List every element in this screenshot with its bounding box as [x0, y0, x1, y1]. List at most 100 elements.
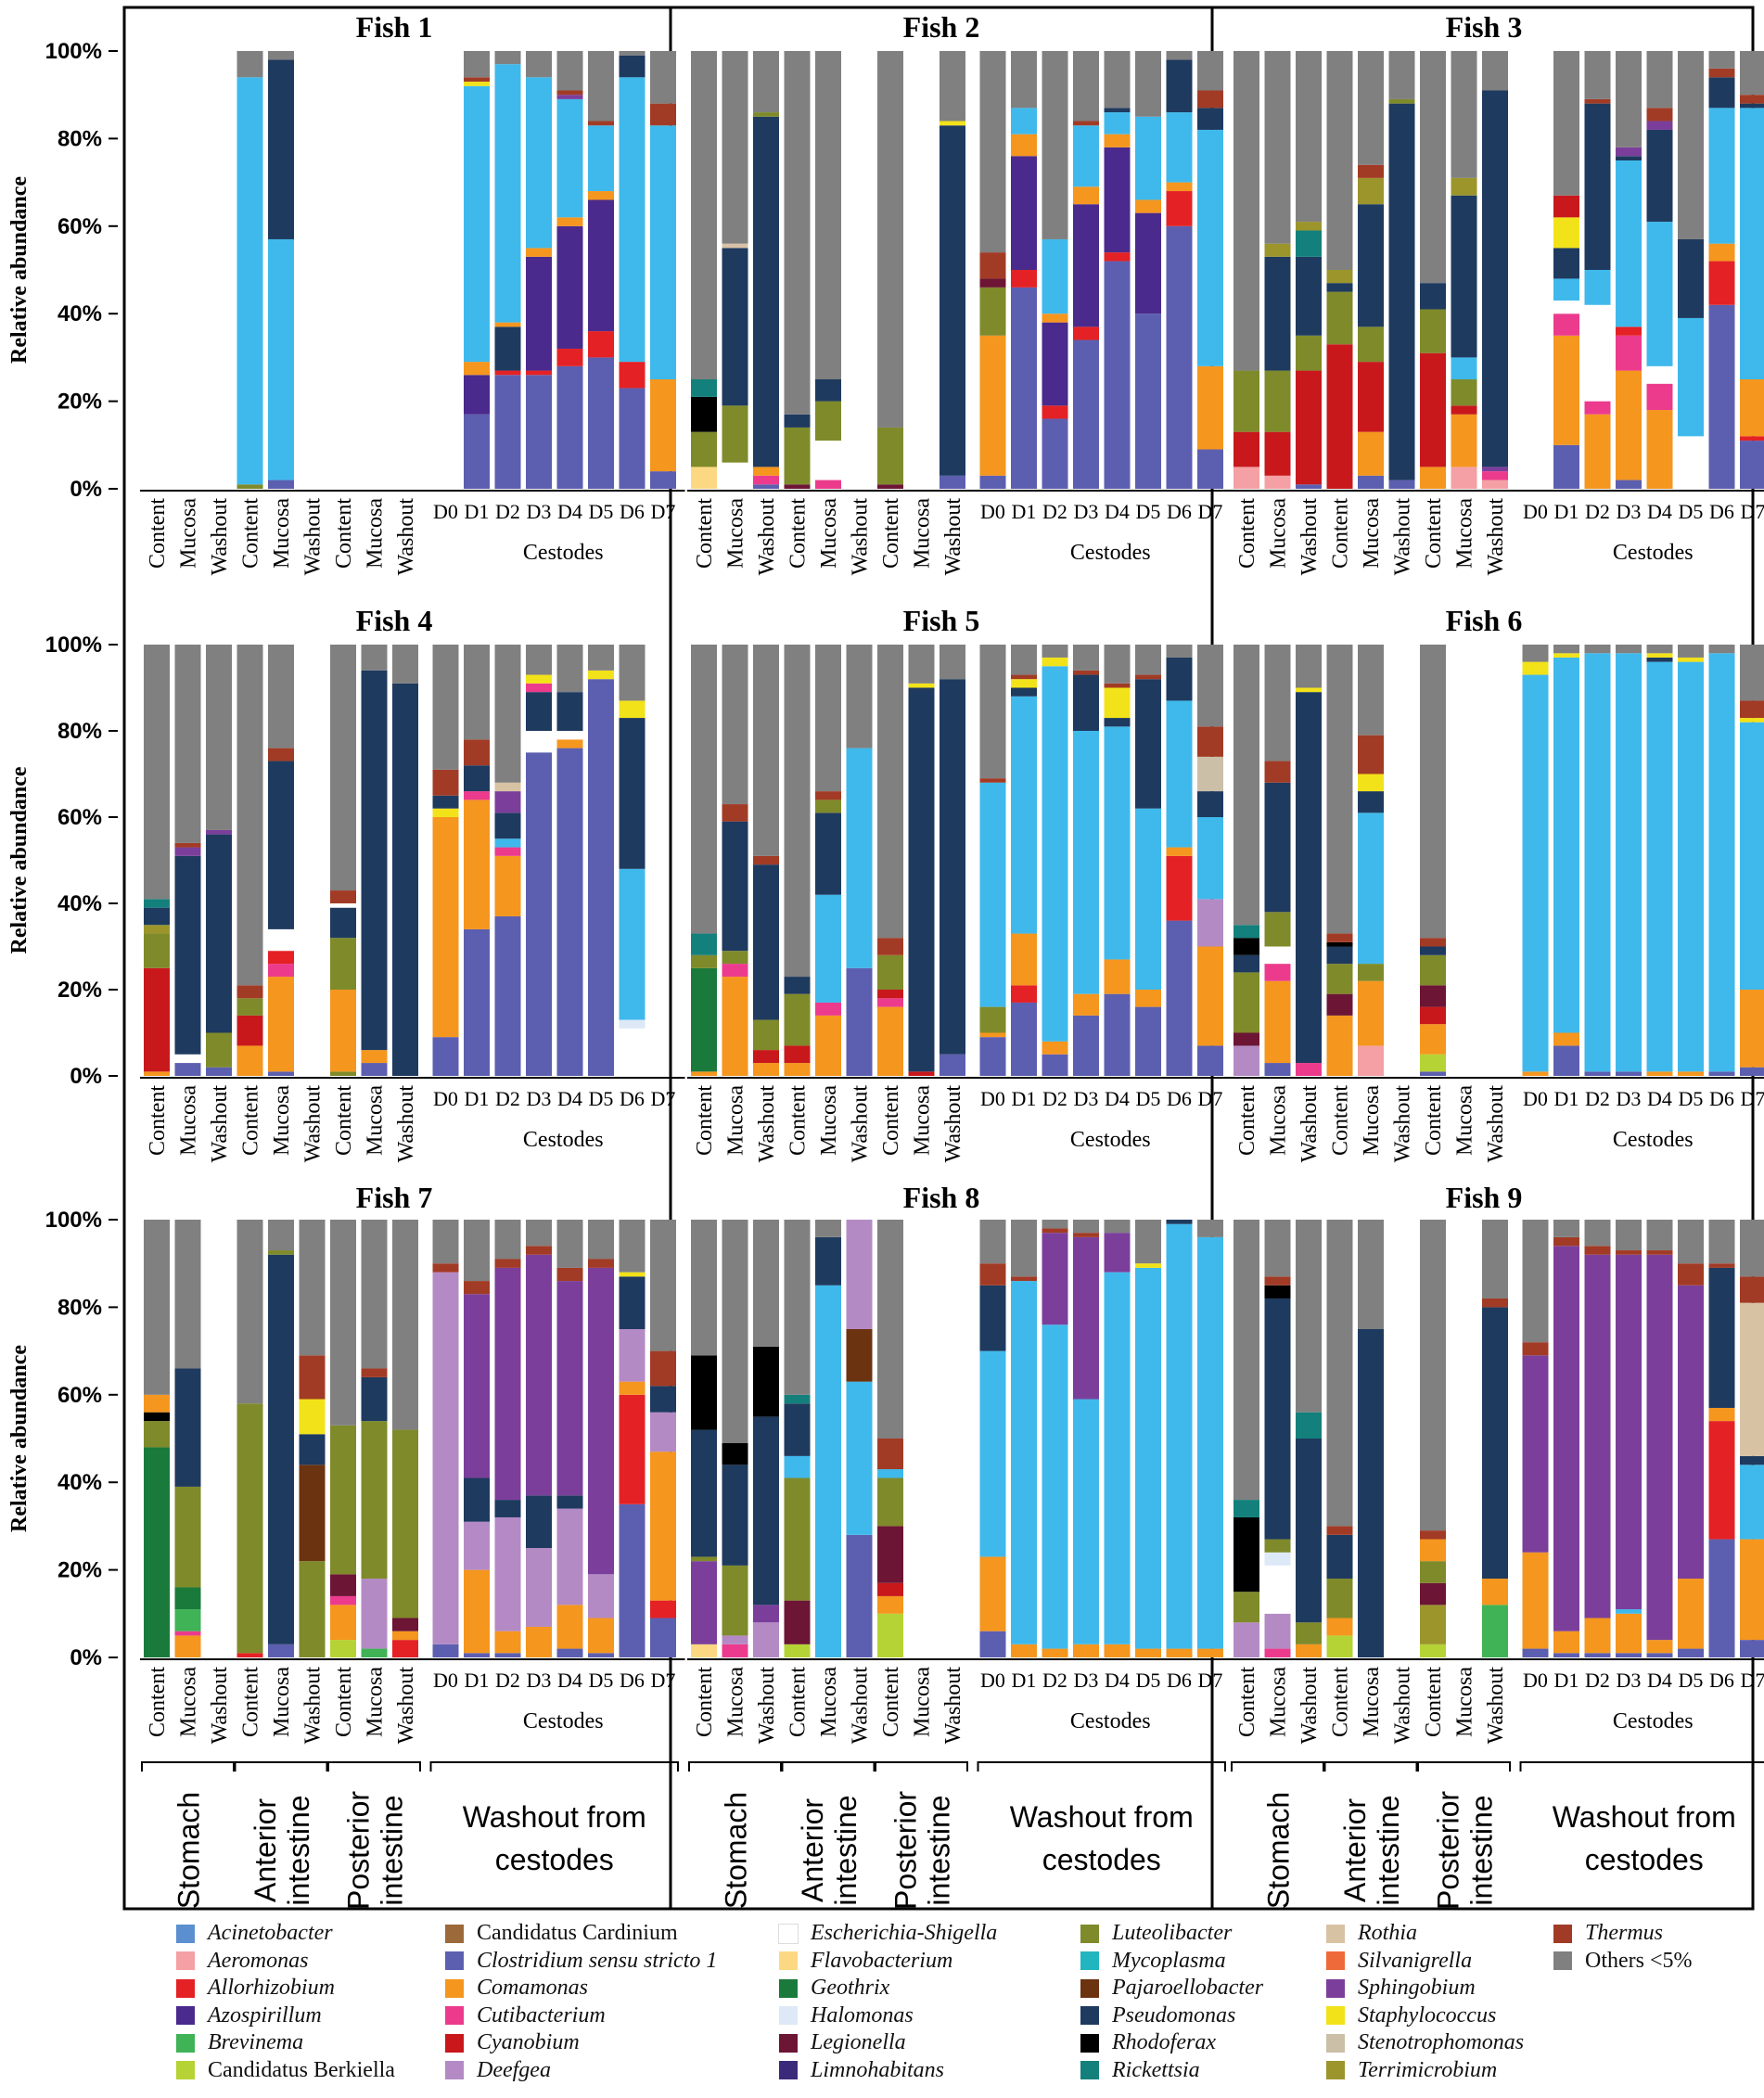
bar-segment	[1042, 238, 1068, 314]
legend-label: Comamonas	[477, 1976, 589, 2001]
bar-segment	[1678, 436, 1704, 489]
bar-segment	[1104, 1272, 1131, 1644]
bar-segment	[1388, 103, 1415, 480]
bar-segment	[526, 375, 552, 489]
bar-segment	[464, 1220, 490, 1282]
bar-segment	[174, 1063, 201, 1076]
bar-segment	[1296, 1439, 1322, 1623]
bar-segment	[432, 795, 459, 809]
bar-segment	[556, 1281, 583, 1496]
legend-item: Rickettsia	[1080, 2057, 1359, 2085]
bar-segment	[1135, 212, 1161, 314]
bar-segment	[1616, 1071, 1642, 1076]
bar-segment	[753, 645, 779, 856]
bar-segment	[1358, 204, 1384, 327]
bar-segment	[1042, 418, 1068, 489]
bar-segment	[722, 1565, 748, 1636]
legend-label: Cyanobium	[477, 2030, 580, 2055]
bar-segment	[1166, 225, 1193, 490]
legend-label: Legionella	[811, 2030, 906, 2055]
y-tick-label: 40%	[58, 301, 102, 326]
bar-segment	[206, 645, 232, 830]
bar-segment	[236, 998, 263, 1016]
bar-segment	[1553, 248, 1579, 279]
bar-segment	[784, 1063, 811, 1076]
cestodes-label: Cestodes	[523, 541, 604, 565]
legend-item: Comamonas	[445, 1975, 723, 2002]
bar-segment	[556, 692, 583, 731]
bar-segment	[940, 51, 965, 122]
x-tick-label: D4	[557, 1087, 582, 1110]
bar-segment	[691, 1355, 717, 1430]
y-tick-label: 100%	[45, 1208, 102, 1233]
bar-segment	[619, 868, 646, 1020]
x-tick-label: D6	[620, 1087, 645, 1110]
y-tick-label: 60%	[58, 1383, 102, 1408]
bar-segment	[1553, 1032, 1579, 1046]
bar-segment	[1234, 467, 1259, 489]
bar-segment	[1264, 782, 1291, 913]
bar-segment	[1646, 383, 1673, 411]
bar-segment	[1326, 283, 1353, 292]
bar-segment	[877, 1613, 903, 1657]
bar-segment	[494, 791, 521, 813]
bar-segment	[908, 1071, 935, 1076]
group-label: intestine	[1465, 1795, 1499, 1905]
bar-segment	[588, 1618, 614, 1654]
y-axis-label: Relative abundance	[7, 766, 32, 953]
bar-segment	[330, 938, 356, 990]
bar-segment	[556, 90, 583, 96]
bar-segment	[753, 1063, 779, 1076]
x-tick-label: Content	[1329, 498, 1353, 569]
x-tick-label: D0	[1523, 1087, 1548, 1110]
bar-segment	[174, 1635, 201, 1657]
group-label: Washout from	[463, 1800, 646, 1834]
x-tick-label: Washout	[1484, 1085, 1508, 1163]
bar-segment	[174, 855, 201, 1055]
bar-segment	[979, 1006, 1006, 1033]
x-tick-label: Washout	[394, 1085, 418, 1163]
bar-segment	[361, 1648, 388, 1657]
bar-segment	[1042, 51, 1068, 239]
bar-segment	[1584, 270, 1611, 305]
bar-segment	[1104, 683, 1131, 688]
x-tick-label: Content	[786, 498, 811, 569]
bar-segment	[1358, 362, 1384, 432]
bar-segment	[1420, 645, 1446, 939]
x-tick-label: D2	[1585, 500, 1610, 523]
x-tick-label: D4	[1647, 1087, 1672, 1110]
bar-segment	[1678, 1220, 1704, 1264]
bar-segment	[1388, 98, 1415, 104]
bar-segment	[1553, 278, 1579, 301]
bar-segment	[1011, 1002, 1037, 1076]
bar-segment	[753, 1346, 779, 1417]
bar-segment	[1264, 645, 1291, 761]
bar-segment	[526, 692, 552, 731]
bar-segment	[494, 645, 521, 783]
bar-segment	[1708, 645, 1735, 654]
bar-segment	[588, 199, 614, 332]
legend-item: Cutibacterium	[445, 2002, 723, 2030]
cestodes-label: Cestodes	[1613, 541, 1694, 565]
bar-segment	[1646, 653, 1673, 658]
bar-segment	[1197, 645, 1223, 727]
bar-segment	[1522, 1342, 1549, 1356]
bar-segment	[330, 1071, 356, 1076]
bar-segment	[1708, 653, 1735, 1072]
x-tick-label: D7	[1741, 1669, 1764, 1692]
legend-item: Rhodoferax	[1080, 2029, 1359, 2057]
group-label: intestine	[282, 1795, 315, 1905]
bar-segment	[1616, 1220, 1642, 1251]
group-label: intestine	[829, 1795, 863, 1905]
bar-segment	[1264, 1539, 1291, 1553]
bar-segment	[650, 1600, 676, 1618]
legend-item: Acinetobacter	[176, 1920, 454, 1948]
bar-segment	[1420, 352, 1446, 467]
bar-segment	[1264, 761, 1291, 783]
x-tick-label: Washout	[208, 1085, 232, 1163]
bar-segment	[1326, 270, 1353, 284]
bar-segment	[979, 475, 1006, 489]
group-bracket	[1323, 1761, 1418, 1772]
bar-segment	[1584, 98, 1611, 104]
